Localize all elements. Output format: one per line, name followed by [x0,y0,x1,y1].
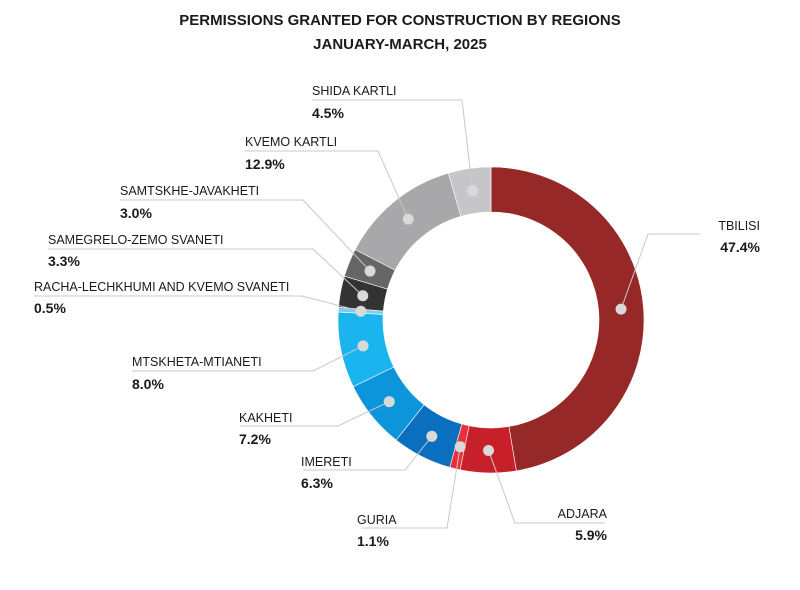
leader-line-imereti [303,435,433,471]
slice-value-guria: 1.1% [357,533,389,549]
slice-value-tbilisi: 47.4% [720,239,760,255]
slice-name-guria: GURIA [357,513,397,527]
slice-name-adjara: ADJARA [558,507,608,521]
slice-marker-guria [454,441,466,453]
leader-line-adjara [488,450,605,524]
slice-name-kvemo-kartli: KVEMO KARTLI [245,135,337,149]
chart-subtitle: JANUARY-MARCH, 2025 [313,36,487,53]
slice-value-racha-lechkhumi-and-kvemo-svaneti: 0.5% [34,300,66,316]
slice-marker-adjara [483,444,495,456]
slice-name-kakheti: KAKHETI [239,411,293,425]
slice-value-kakheti: 7.2% [239,431,271,447]
slice-marker-samtskhe-javakheti [364,265,376,277]
slice-value-samtskhe-javakheti: 3.0% [120,205,152,221]
slice-marker-imereti [426,430,438,442]
leader-line-tbilisi [620,233,700,310]
slice-name-racha-lechkhumi-and-kvemo-svaneti: RACHA-LECHKHUMI AND KVEMO SVANETI [34,280,289,294]
chart-title: PERMISSIONS GRANTED FOR CONSTRUCTION BY … [179,12,620,29]
slice-marker-kakheti [383,396,395,408]
slice-marker-kvemo-kartli [402,213,414,225]
slice-marker-tbilisi [615,303,627,315]
slice-marker-samegrelo-zemo-svaneti [357,290,369,302]
slice-value-mtskheta-mtianeti: 8.0% [132,376,164,392]
slice-value-samegrelo-zemo-svaneti: 3.3% [48,253,80,269]
slice-name-mtskheta-mtianeti: MTSKHETA-MTIANETI [132,355,262,369]
slice-name-imereti: IMERETI [301,455,352,469]
slice-name-samegrelo-zemo-svaneti: SAMEGRELO-ZEMO SVANETI [48,233,224,247]
slice-name-shida-kartli: SHIDA KARTLI [312,84,397,98]
leader-line-mtskheta-mtianeti [132,345,364,372]
slice-name-samtskhe-javakheti: SAMTSKHE-JAVAKHETI [120,184,259,198]
leader-line-samegrelo-zemo-svaneti [48,248,364,297]
leader-line-kvemo-kartli [245,150,409,220]
slice-marker-mtskheta-mtianeti [357,340,369,352]
slice-name-tbilisi: TBILISI [718,219,760,233]
leader-line-shida-kartli [312,99,474,191]
slice-tbilisi [490,166,645,472]
leader-line-kakheti [240,401,390,427]
donut-slices [337,166,645,474]
slice-marker-shida-kartli [467,185,479,197]
slice-value-shida-kartli: 4.5% [312,105,344,121]
leader-line-guria [362,446,461,529]
slice-value-imereti: 6.3% [301,475,333,491]
leader-line-racha-lechkhumi-and-kvemo-svaneti [34,295,361,312]
slice-labels: TBILISI 47.4% ADJARA 5.9% GURIA 1.1% IMERETI 6.… [34,84,761,549]
leader-line-samtskhe-javakheti [120,199,371,272]
slice-value-kvemo-kartli: 12.9% [245,156,285,172]
slice-value-adjara: 5.9% [575,527,607,543]
slice-marker-racha-lechkhumi-and-kvemo-svaneti [355,305,367,317]
